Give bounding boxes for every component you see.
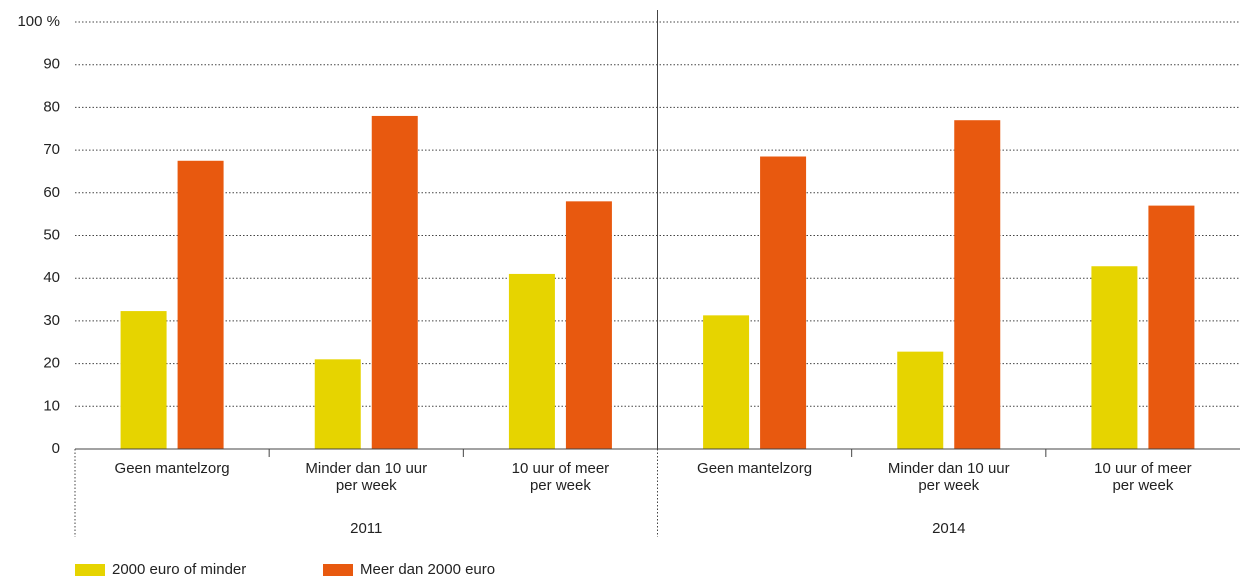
legend-swatch bbox=[323, 564, 353, 576]
y-tick-label: 100 % bbox=[17, 13, 60, 30]
legend-swatch bbox=[75, 564, 105, 576]
x-tick-label: per week bbox=[336, 477, 397, 494]
bar bbox=[371, 115, 418, 449]
y-tick-label: 40 bbox=[43, 269, 60, 286]
bar bbox=[314, 359, 361, 449]
legend-label: 2000 euro of minder bbox=[112, 561, 246, 578]
bar bbox=[954, 120, 1001, 450]
group-label: 2014 bbox=[932, 520, 965, 537]
x-tick-label: per week bbox=[918, 477, 979, 494]
x-tick-label: Geen mantelzorg bbox=[697, 460, 812, 477]
group-label: 2011 bbox=[350, 520, 382, 537]
y-tick-label: 60 bbox=[43, 184, 60, 201]
y-tick-label: 90 bbox=[43, 56, 60, 73]
x-tick-label: 10 uur of meer bbox=[512, 460, 610, 477]
legend-label: Meer dan 2000 euro bbox=[360, 561, 495, 578]
x-tick-label: per week bbox=[530, 477, 591, 494]
bar bbox=[508, 273, 555, 449]
y-tick-label: 0 bbox=[52, 440, 60, 457]
y-tick-label: 70 bbox=[43, 141, 60, 158]
x-tick-label: 10 uur of meer bbox=[1094, 460, 1192, 477]
y-tick-label: 10 bbox=[43, 397, 60, 414]
bar bbox=[760, 156, 807, 449]
x-tick-label: per week bbox=[1112, 477, 1173, 494]
bar bbox=[897, 351, 944, 449]
bar bbox=[1091, 266, 1138, 449]
x-tick-label: Geen mantelzorg bbox=[115, 460, 230, 477]
bar bbox=[565, 201, 612, 449]
x-tick-label: Minder dan 10 uur bbox=[888, 460, 1010, 477]
bar bbox=[703, 315, 750, 449]
y-tick-label: 30 bbox=[43, 312, 60, 329]
x-tick-label: Minder dan 10 uur bbox=[305, 460, 427, 477]
y-tick-label: 20 bbox=[43, 355, 60, 372]
bar bbox=[120, 311, 167, 449]
y-tick-label: 50 bbox=[43, 226, 60, 243]
y-tick-label: 80 bbox=[43, 98, 60, 115]
bar bbox=[177, 160, 224, 449]
bar bbox=[1148, 205, 1195, 449]
